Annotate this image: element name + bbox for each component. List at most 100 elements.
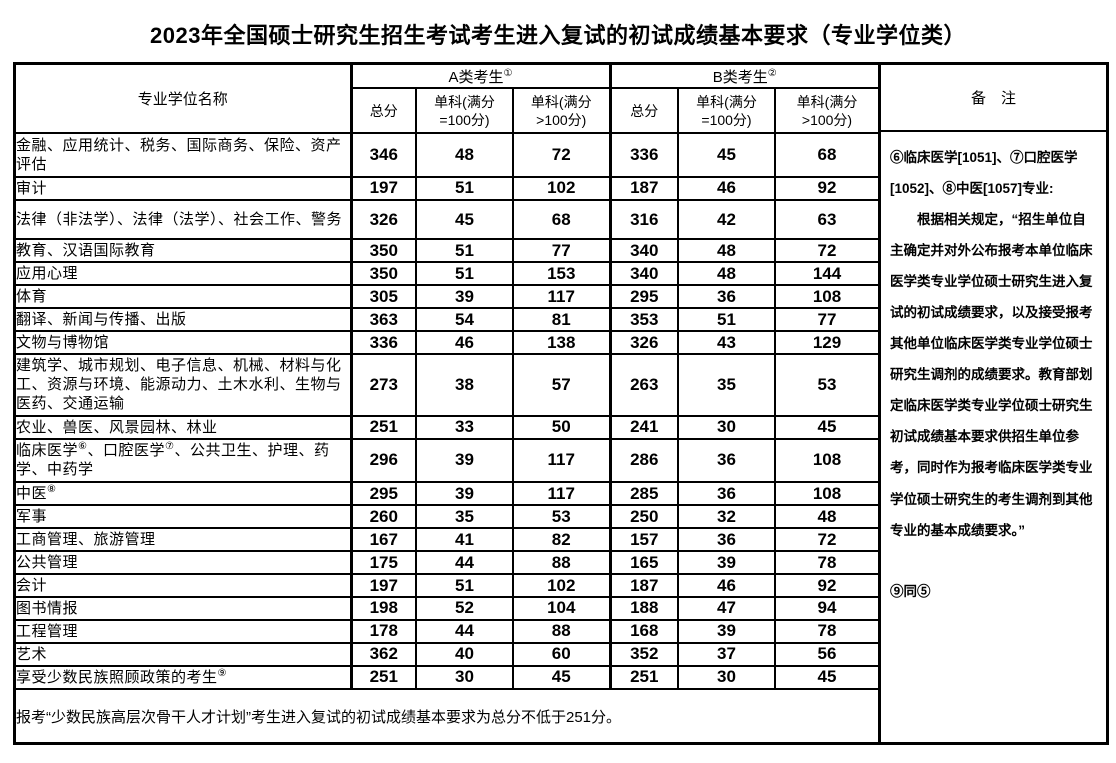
score-cell: 37 xyxy=(677,641,776,667)
score-cell: 178 xyxy=(350,618,417,644)
score-cell: 82 xyxy=(512,527,612,553)
program-name-cell: 公共管理 xyxy=(16,550,353,576)
score-cell: 44 xyxy=(415,550,514,576)
score-cell: 39 xyxy=(677,618,776,644)
score-cell: 285 xyxy=(609,481,679,507)
score-cell: 251 xyxy=(350,664,417,691)
score-cell: 263 xyxy=(609,353,679,417)
score-cell: 33 xyxy=(415,414,514,440)
program-name-cell: 临床医学⑥、口腔医学⑦、公共卫生、护理、药学、中药学 xyxy=(16,437,353,484)
score-cell: 53 xyxy=(774,353,878,417)
score-cell: 144 xyxy=(774,261,878,287)
table-row: 金融、应用统计、税务、国际商务、保险、资产评估 346 48 72 336 45 68 xyxy=(16,132,878,178)
score-cell: 56 xyxy=(774,641,878,667)
score-cell: 117 xyxy=(512,437,612,484)
program-name-cell: 翻译、新闻与传播、出版 xyxy=(16,307,353,333)
score-cell: 78 xyxy=(774,550,878,576)
score-cell: 45 xyxy=(677,132,776,178)
program-name-cell: 艺术 xyxy=(16,641,353,667)
score-cell: 39 xyxy=(415,437,514,484)
group-a-label: A类考生 xyxy=(448,68,504,86)
score-cell: 45 xyxy=(774,414,878,440)
score-cell: 117 xyxy=(512,481,612,507)
score-cell: 36 xyxy=(677,284,776,310)
program-name-cell: 农业、兽医、风景园林、林业 xyxy=(16,414,353,440)
score-cell: 68 xyxy=(512,198,612,241)
score-cell: 53 xyxy=(512,504,612,530)
table-row: 中医⑧ 295 39 117 285 36 108 xyxy=(16,481,878,507)
score-cell: 57 xyxy=(512,353,612,417)
score-cell: 336 xyxy=(609,132,679,178)
table-row: 工商管理、旅游管理 167 41 82 157 36 72 xyxy=(16,527,878,553)
score-cell: 63 xyxy=(774,198,878,241)
score-table-frame: 专业学位名称 A类考生① B类考生② 总分 单科(满分 =100分) 单科(满分… xyxy=(13,62,1109,745)
score-cell: 165 xyxy=(609,550,679,576)
score-table: 专业学位名称 A类考生① B类考生② 总分 单科(满分 =100分) 单科(满分… xyxy=(16,65,878,742)
footnote-ref: ⑦ xyxy=(165,441,175,453)
group-b-label: B类考生 xyxy=(712,68,768,86)
column-header-remark: 备 注 xyxy=(881,65,1106,132)
table-row: 享受少数民族照顾政策的考生⑨ 251 30 45 251 30 45 xyxy=(16,664,878,691)
program-name-cell: 工程管理 xyxy=(16,618,353,644)
score-cell: 251 xyxy=(350,414,417,440)
score-cell: 286 xyxy=(609,437,679,484)
score-cell: 44 xyxy=(415,618,514,644)
table-row: 军事 260 35 53 250 32 48 xyxy=(16,504,878,530)
column-header-program-name: 专业学位名称 xyxy=(16,65,353,134)
score-cell: 316 xyxy=(609,198,679,241)
score-cell: 81 xyxy=(512,307,612,333)
program-name-cell: 审计 xyxy=(16,175,353,201)
table-row: 临床医学⑥、口腔医学⑦、公共卫生、护理、药学、中药学 296 39 117 286 36 1… xyxy=(16,437,878,484)
score-cell: 36 xyxy=(677,481,776,507)
table-row: 艺术 362 40 60 352 37 56 xyxy=(16,641,878,667)
score-cell: 30 xyxy=(677,664,776,691)
score-cell: 241 xyxy=(609,414,679,440)
score-cell: 102 xyxy=(512,573,612,598)
score-cell: 60 xyxy=(512,641,612,667)
score-cell: 48 xyxy=(677,238,776,264)
program-name-cell: 会计 xyxy=(16,573,353,598)
score-cell: 187 xyxy=(609,573,679,598)
score-cell: 40 xyxy=(415,641,514,667)
column-header-a-single100: 单科(满分 =100分) xyxy=(415,87,514,134)
remark-footnote-9: ⑨同⑤ xyxy=(890,583,931,599)
minority-plan-note: 报考“少数民族高层次骨干人才计划”考生进入复试的初试成绩基本要求为总分不低于25… xyxy=(16,688,878,742)
score-cell: 68 xyxy=(774,132,878,178)
program-name-cell: 文物与博物馆 xyxy=(16,330,353,356)
score-cell: 30 xyxy=(415,664,514,691)
table-row: 工程管理 178 44 88 168 39 78 xyxy=(16,618,878,644)
footnote-ref-2: ② xyxy=(767,67,777,79)
table-row: 建筑学、城市规划、电子信息、机械、材料与化工、资源与环境、能源动力、土木水利、生… xyxy=(16,353,878,417)
column-header-a-total: 总分 xyxy=(350,87,417,134)
score-cell: 94 xyxy=(774,596,878,621)
score-cell: 138 xyxy=(512,330,612,356)
score-cell: 296 xyxy=(350,437,417,484)
footnote-ref: ⑨ xyxy=(217,667,227,679)
table-row: 教育、汉语国际教育 350 51 77 340 48 72 xyxy=(16,238,878,264)
score-cell: 46 xyxy=(677,175,776,201)
score-cell: 41 xyxy=(415,527,514,553)
column-header-b-single-gt100: 单科(满分 >100分) xyxy=(774,87,878,134)
score-cell: 108 xyxy=(774,481,878,507)
score-cell: 167 xyxy=(350,527,417,553)
score-cell: 157 xyxy=(609,527,679,553)
table-row: 体育 305 39 117 295 36 108 xyxy=(16,284,878,310)
score-cell: 36 xyxy=(677,527,776,553)
table-row: 审计 197 51 102 187 46 92 xyxy=(16,175,878,201)
score-cell: 362 xyxy=(350,641,417,667)
score-cell: 72 xyxy=(774,527,878,553)
table-row: 应用心理 350 51 153 340 48 144 xyxy=(16,261,878,287)
score-cell: 54 xyxy=(415,307,514,333)
score-cell: 36 xyxy=(677,437,776,484)
program-name-cell: 建筑学、城市规划、电子信息、机械、材料与化工、资源与环境、能源动力、土木水利、生… xyxy=(16,353,353,417)
page-title: 2023年全国硕士研究生招生考试考生进入复试的初试成绩基本要求（专业学位类） xyxy=(150,23,966,48)
score-cell: 129 xyxy=(774,330,878,356)
remark-paragraph: 根据相关规定，“招生单位自主确定并对外公布报考本单位临床医学类专业学位硕士研究生… xyxy=(890,212,1093,538)
score-cell: 39 xyxy=(415,481,514,507)
score-cell: 51 xyxy=(677,307,776,333)
score-cell: 47 xyxy=(677,596,776,621)
score-cell: 305 xyxy=(350,284,417,310)
table-row: 翻译、新闻与传播、出版 363 54 81 353 51 77 xyxy=(16,307,878,333)
score-cell: 352 xyxy=(609,641,679,667)
